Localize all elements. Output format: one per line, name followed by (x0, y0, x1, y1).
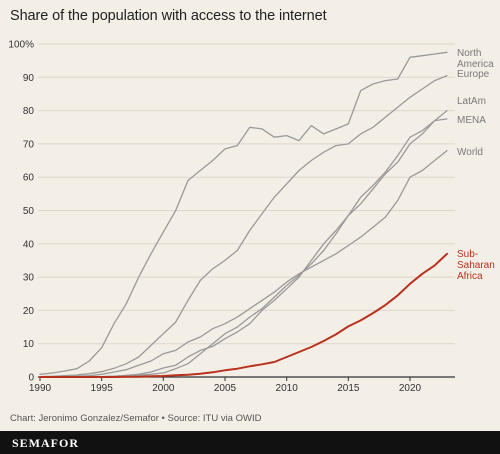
y-tick-label: 60 (23, 173, 35, 184)
x-tick-label: 1995 (91, 383, 114, 394)
series-line-sub-saharan-africa (39, 252, 448, 378)
x-tick-label: 2015 (337, 383, 360, 394)
series-line-europe (39, 74, 448, 378)
x-tick-label: 2020 (399, 383, 422, 394)
y-tick-label: 30 (23, 273, 35, 284)
x-tick-label: 2010 (276, 383, 299, 394)
series-label-north-america: North America (457, 48, 494, 70)
chart-title: Share of the population with access to t… (10, 8, 327, 24)
series-label-latam: LatAm (457, 96, 486, 107)
footer-bar: SEMAFOR (0, 431, 500, 454)
y-tick-label: 70 (23, 139, 35, 150)
y-tick-label: 20 (23, 306, 35, 317)
x-tick-label: 1990 (29, 383, 52, 394)
series-line-north-america (39, 51, 448, 375)
series-line-world (39, 149, 448, 378)
y-tick-label: 80 (23, 106, 35, 117)
series-label-world: World (457, 147, 483, 158)
brand-logo: SEMAFOR (12, 436, 79, 450)
y-tick-label: 10 (23, 339, 35, 350)
x-tick-label: 2000 (152, 383, 175, 394)
y-tick-label: 0 (28, 373, 34, 384)
series-label-mena: MENA (457, 115, 486, 126)
y-tick-label: 40 (23, 239, 35, 250)
y-tick-label: 50 (23, 206, 35, 217)
y-tick-label: 90 (23, 73, 35, 84)
series-label-sub-saharan-africa: Sub-Saharan Africa (457, 249, 495, 282)
series-label-europe: Europe (457, 69, 490, 80)
series-line-mena (39, 118, 448, 378)
chart-credit: Chart: Jeronimo Gonzalez/Semafor • Sourc… (10, 413, 262, 424)
y-tick-label: 100% (8, 40, 34, 51)
x-tick-label: 2005 (214, 383, 237, 394)
